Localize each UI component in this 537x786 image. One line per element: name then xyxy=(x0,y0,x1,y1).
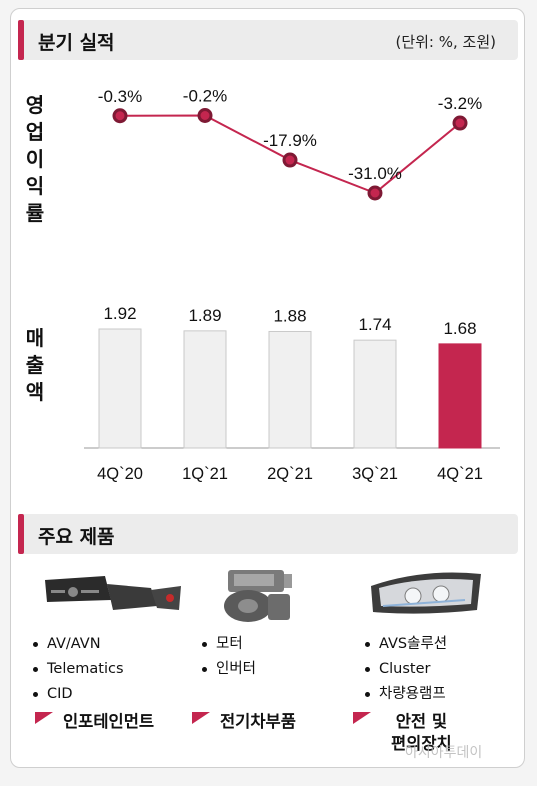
products-title: 주요 제품 xyxy=(38,526,115,548)
header-accent-bar xyxy=(18,20,24,60)
ev-parts-list: 모터 인버터 xyxy=(202,632,256,682)
triangle-icon xyxy=(35,712,53,724)
sales-bar xyxy=(353,339,397,449)
sales-data-label: 1.88 xyxy=(273,306,306,325)
triangle-icon xyxy=(353,712,371,724)
product-column-infotainment: AV/AVN Telematics CID 인포테인먼트 xyxy=(33,566,193,766)
op-margin-axis-label: 영 업 이 익 률 xyxy=(22,92,48,227)
list-item: Cluster xyxy=(365,657,447,682)
list-item: Telematics xyxy=(33,657,124,682)
x-tick-label: 4Q`20 xyxy=(97,465,143,483)
sales-axis-label: 매 출 액 xyxy=(22,325,48,406)
op-margin-char: 률 xyxy=(25,201,45,225)
product-column-safety: AVS솔루션 Cluster 차량용램프 안전 및 편의장치 xyxy=(353,566,523,766)
category-label: 안전 및 편의장치 xyxy=(391,712,452,753)
products-section: AV/AVN Telematics CID 인포테인먼트 모터 인버터 전기차부… xyxy=(18,566,518,766)
list-item: 인버터 xyxy=(202,657,256,682)
op-margin-char: 익 xyxy=(25,174,45,198)
margin-data-label: -17.9% xyxy=(263,131,317,150)
sales-char: 출 xyxy=(25,353,45,377)
x-tick-label: 4Q`21 xyxy=(437,465,483,483)
margin-point xyxy=(282,152,298,168)
x-tick-label: 1Q`21 xyxy=(182,465,228,483)
category-label: 인포테인먼트 xyxy=(63,712,155,731)
infotainment-list: AV/AVN Telematics CID xyxy=(33,632,124,707)
margin-point xyxy=(367,185,383,201)
category-safety: 안전 및 편의장치 xyxy=(353,710,523,754)
sales-data-label: 1.68 xyxy=(443,319,476,338)
margin-point xyxy=(197,108,213,124)
sales-data-label: 1.89 xyxy=(188,306,221,325)
electric-motor-icon xyxy=(224,570,292,622)
list-item: 차량용램프 xyxy=(365,682,447,707)
sales-char: 액 xyxy=(25,380,45,404)
sales-bar xyxy=(438,343,482,449)
sales-bar xyxy=(183,330,227,449)
performance-header: 분기 실적 (단위: %, 조원) xyxy=(18,20,518,60)
list-item: 모터 xyxy=(202,632,256,657)
op-margin-char: 영 xyxy=(25,93,45,117)
headlamp-icon xyxy=(371,572,481,614)
products-header: 주요 제품 xyxy=(18,514,518,554)
category-label: 전기차부품 xyxy=(220,712,296,731)
op-margin-char: 이 xyxy=(25,147,45,171)
safety-list: AVS솔루션 Cluster 차량용램프 xyxy=(365,632,447,707)
sales-data-label: 1.74 xyxy=(358,315,391,334)
op-margin-char: 업 xyxy=(25,120,45,144)
product-column-ev-parts: 모터 인버터 전기차부품 xyxy=(192,566,358,766)
watermark: 아시아투데이 xyxy=(405,745,483,761)
list-item: AVS솔루션 xyxy=(365,632,447,657)
list-item: CID xyxy=(33,682,124,707)
sales-char: 매 xyxy=(25,326,45,350)
x-tick-label: 2Q`21 xyxy=(267,465,313,483)
sales-bar xyxy=(268,330,312,449)
margin-data-label: -0.3% xyxy=(98,87,142,106)
margin-point xyxy=(112,108,128,124)
performance-chart: -0.3% -0.2% -17.9% -31.0% -3.2% 1.92 4Q`20 1.89… xyxy=(84,87,500,483)
margin-data-label: -3.2% xyxy=(438,94,482,113)
infotainment-panel-icon xyxy=(45,576,181,610)
sales-bar xyxy=(98,328,142,449)
unit-label: (단위: %, 조원) xyxy=(395,33,496,51)
category-infotainment: 인포테인먼트 xyxy=(35,710,205,754)
margin-point xyxy=(452,115,468,131)
header-accent-bar xyxy=(18,514,24,554)
sales-data-label: 1.92 xyxy=(103,304,136,323)
category-ev-parts: 전기차부품 xyxy=(192,710,362,754)
margin-data-label: -31.0% xyxy=(348,164,402,183)
x-tick-label: 3Q`21 xyxy=(352,465,398,483)
margin-data-label: -0.2% xyxy=(183,87,227,106)
list-item: AV/AVN xyxy=(33,632,124,657)
triangle-icon xyxy=(192,712,210,724)
performance-title: 분기 실적 xyxy=(38,32,115,54)
